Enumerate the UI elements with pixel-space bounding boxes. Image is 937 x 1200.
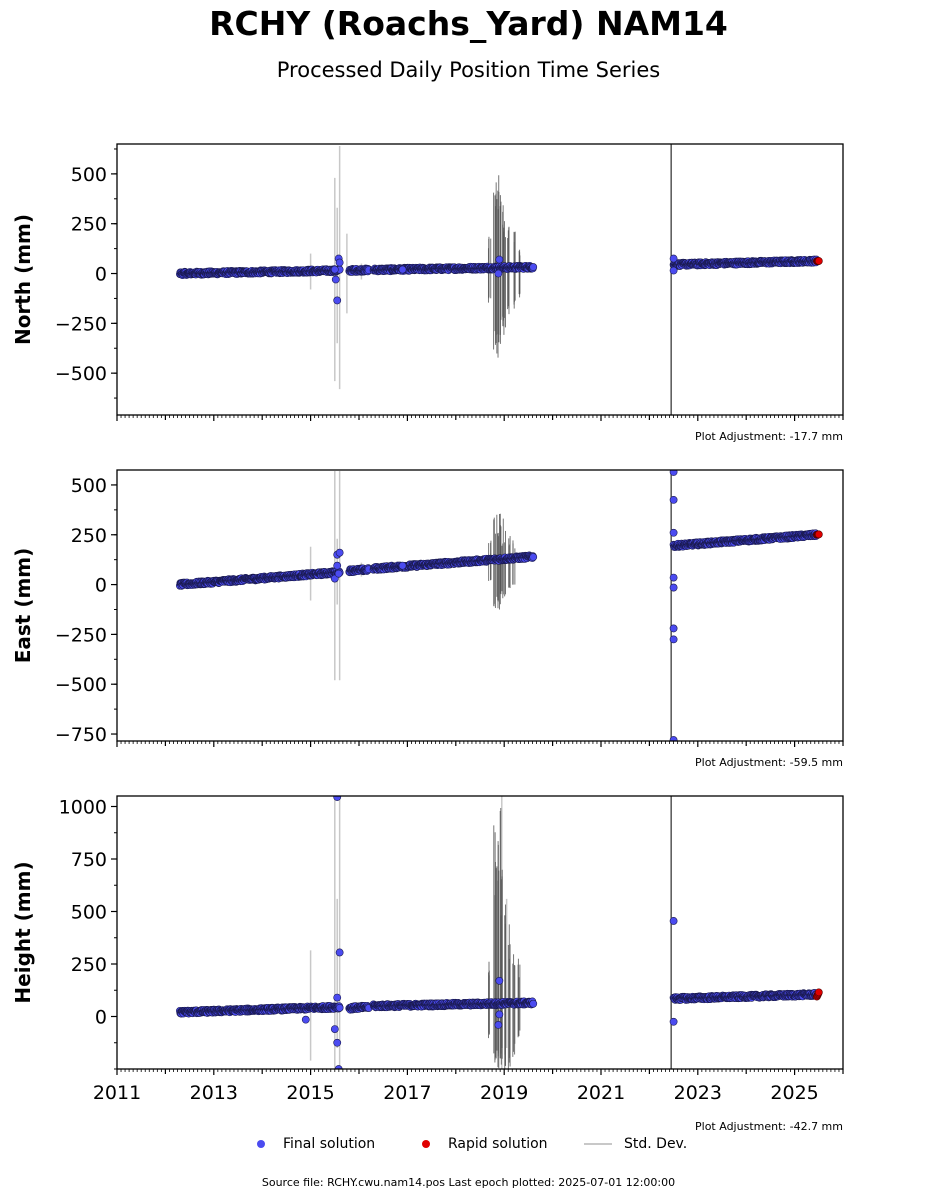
final-point bbox=[669, 624, 678, 633]
final-point bbox=[331, 275, 340, 284]
legend-std-line bbox=[584, 1143, 612, 1145]
y-tick-label: 1000 bbox=[59, 797, 107, 819]
x-tick-label: 2011 bbox=[93, 1082, 141, 1104]
y-tick-label: 250 bbox=[71, 525, 107, 547]
panel-plot-area bbox=[176, 144, 823, 415]
y-tick-label: 250 bbox=[71, 954, 107, 976]
legend-final-marker bbox=[257, 1140, 265, 1148]
y-tick-label: 0 bbox=[95, 264, 107, 286]
final-point bbox=[494, 269, 503, 278]
y-axis-label: Height (mm) bbox=[11, 861, 35, 1003]
final-point bbox=[529, 553, 538, 561]
panel-3: 0 250 500 750 1000 2011 2013 2015 2017 2019 2021 20… bbox=[11, 795, 844, 1133]
legend-std: Std. Dev. bbox=[584, 1136, 687, 1152]
rapid-point bbox=[814, 257, 823, 265]
final-point bbox=[669, 266, 678, 275]
legend-final-label: Final solution bbox=[283, 1136, 376, 1152]
final-point bbox=[494, 1021, 503, 1029]
final-point bbox=[669, 573, 678, 582]
y-tick-label: 500 bbox=[71, 902, 107, 924]
rapid-point bbox=[814, 530, 823, 539]
chart-title: RCHY (Roachs_Yard) NAM14 bbox=[209, 4, 728, 43]
final-point bbox=[669, 917, 678, 925]
panel-frame bbox=[116, 143, 844, 416]
panel-plot-area bbox=[176, 796, 823, 1069]
legend: Final solution Rapid solution Std. Dev. bbox=[0, 1136, 937, 1158]
final-point bbox=[495, 255, 504, 264]
final-point bbox=[529, 999, 538, 1008]
final-point bbox=[335, 948, 344, 957]
panel-1: −500 −250 0 250 500 North (mm) Plot Adjustment… bbox=[11, 143, 844, 443]
chart-subtitle: Processed Daily Position Time Series bbox=[276, 58, 661, 82]
panel-2: −750 −500 −250 0 250 500 East (mm) Plot Adjustm… bbox=[11, 469, 844, 769]
x-tick-label: 2019 bbox=[480, 1082, 528, 1104]
final-point bbox=[669, 1017, 678, 1026]
final-point bbox=[669, 736, 678, 741]
final-point bbox=[334, 569, 343, 578]
final-point bbox=[669, 254, 678, 263]
final-point bbox=[335, 1003, 344, 1012]
final-point bbox=[335, 258, 344, 267]
final-point bbox=[301, 1015, 310, 1024]
final-point bbox=[669, 635, 678, 644]
y-axis-label: East (mm) bbox=[11, 548, 35, 664]
plot-adjustment: Plot Adjustment: -17.7 mm bbox=[695, 430, 843, 443]
panel-plot-area bbox=[176, 470, 823, 741]
final-point bbox=[333, 296, 342, 305]
legend-std-label: Std. Dev. bbox=[624, 1136, 688, 1152]
panel-frame bbox=[116, 469, 844, 742]
y-tick-label: 250 bbox=[71, 214, 107, 236]
y-tick-label: 0 bbox=[95, 1007, 107, 1029]
rapid-point bbox=[814, 988, 823, 997]
final-point bbox=[669, 583, 678, 592]
final-point bbox=[669, 528, 678, 537]
y-tick-label: −750 bbox=[55, 724, 107, 746]
legend-rapid-label: Rapid solution bbox=[448, 1136, 548, 1152]
final-point bbox=[669, 470, 678, 476]
final-point bbox=[529, 263, 538, 271]
y-axis-label: North (mm) bbox=[11, 214, 35, 345]
final-point bbox=[330, 1025, 339, 1033]
panel-frame bbox=[116, 795, 844, 1070]
final-point bbox=[333, 561, 342, 570]
final-point bbox=[398, 265, 407, 274]
final-point bbox=[495, 976, 504, 985]
legend-final: Final solution bbox=[257, 1136, 375, 1152]
plot-adjustment: Plot Adjustment: -42.7 mm bbox=[695, 1120, 843, 1133]
final-point bbox=[669, 495, 678, 504]
y-tick-label: −500 bbox=[55, 363, 107, 385]
footer-source: Source file: RCHY.cwu.nam14.pos Last epo… bbox=[261, 1176, 676, 1189]
y-tick-label: 750 bbox=[71, 849, 107, 871]
x-tick-label: 2021 bbox=[577, 1082, 625, 1104]
x-tick-label: 2023 bbox=[674, 1082, 722, 1104]
final-point bbox=[495, 1010, 504, 1019]
x-tick-label: 2017 bbox=[383, 1082, 431, 1104]
y-tick-label: −250 bbox=[55, 313, 107, 335]
y-tick-label: −500 bbox=[55, 674, 107, 696]
final-point bbox=[333, 796, 342, 801]
x-tick-label: 2025 bbox=[770, 1082, 818, 1104]
y-tick-label: 0 bbox=[95, 575, 107, 597]
y-tick-label: −250 bbox=[55, 624, 107, 646]
plot-adjustment: Plot Adjustment: -59.5 mm bbox=[695, 756, 843, 769]
final-point bbox=[333, 993, 342, 1002]
final-point bbox=[334, 1065, 343, 1069]
x-tick-label: 2015 bbox=[286, 1082, 334, 1104]
final-point bbox=[335, 548, 344, 557]
final-point bbox=[333, 1038, 342, 1047]
legend-rapid-marker bbox=[422, 1140, 430, 1148]
x-tick-label: 2013 bbox=[190, 1082, 238, 1104]
y-tick-label: 500 bbox=[71, 475, 107, 497]
y-tick-label: 500 bbox=[71, 164, 107, 186]
final-point bbox=[330, 265, 339, 274]
legend-rapid: Rapid solution bbox=[422, 1136, 548, 1152]
final-point bbox=[398, 561, 407, 570]
